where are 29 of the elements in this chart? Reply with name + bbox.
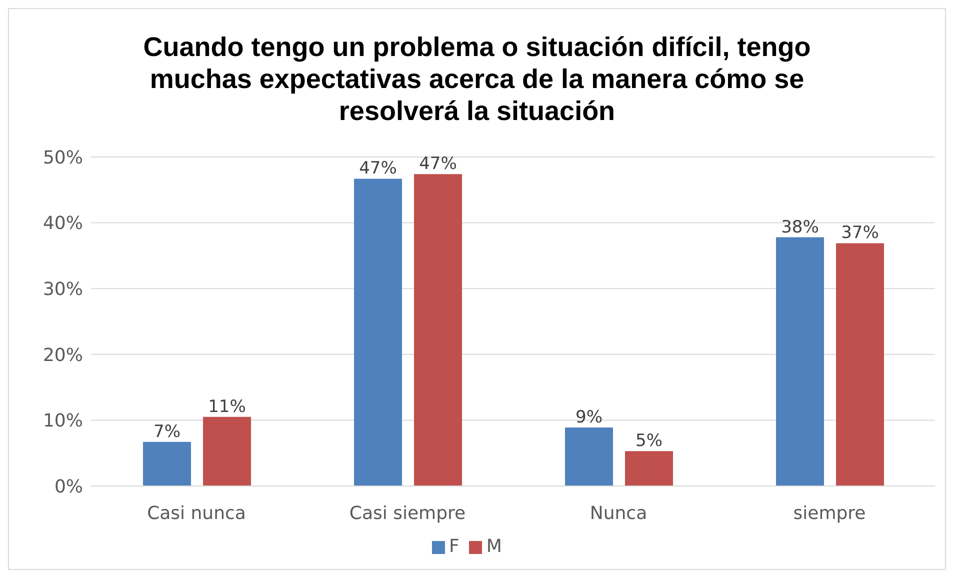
data-label: 47% (359, 158, 397, 179)
x-tick-label: Casi siempre (349, 502, 466, 524)
data-label: 11% (208, 396, 246, 417)
y-tick-label: 50% (42, 147, 83, 168)
bar (625, 451, 673, 486)
bar (203, 416, 251, 486)
chart-title: Cuando tengo un problema o situación difícil, tengo muchas expectativas acerca de la manera cómo se resolverá la situación (142, 31, 812, 127)
data-label: 47% (419, 154, 457, 174)
bar (565, 427, 613, 486)
data-label: 7% (154, 422, 180, 442)
y-tick-label: 40% (42, 213, 83, 234)
bar (143, 442, 191, 486)
bar (836, 243, 884, 486)
bar (354, 178, 402, 486)
legend-label: F (449, 536, 460, 557)
y-tick-label: 0% (54, 476, 83, 498)
y-tick-label: 20% (42, 344, 83, 366)
x-tick-label: siempre (793, 502, 866, 524)
legend-label: M (486, 536, 502, 557)
bar (414, 174, 462, 486)
x-tick-label: Nunca (590, 502, 648, 524)
data-label: 9% (576, 407, 602, 428)
y-tick-label: 30% (42, 278, 83, 300)
data-label: 38% (781, 217, 819, 238)
data-label: 5% (636, 431, 662, 452)
y-tick-label: 10% (42, 410, 83, 432)
bar (776, 237, 824, 486)
x-tick-label: Casi nunca (147, 502, 246, 524)
data-label: 37% (841, 223, 879, 244)
